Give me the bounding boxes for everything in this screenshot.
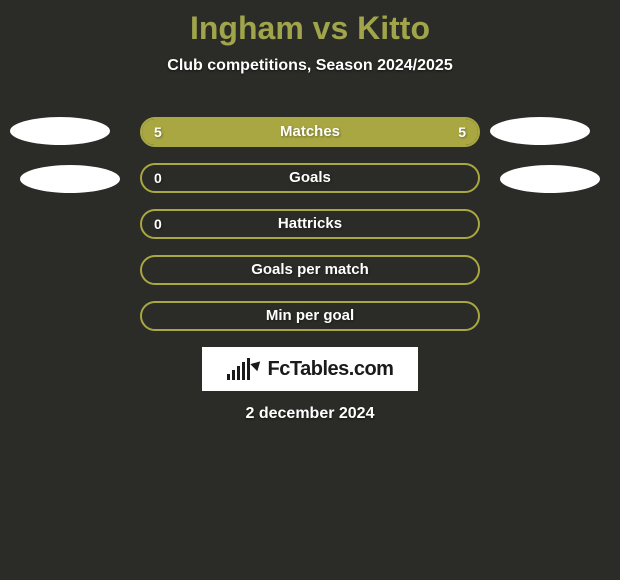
stats-container: 55Matches 0Goals 0Hattricks Goals per match… bbox=[0, 117, 620, 331]
brand-name: FcTables.com bbox=[268, 358, 394, 381]
stat-row: Goals per match bbox=[0, 255, 620, 285]
stat-pill: 0Hattricks bbox=[140, 209, 480, 239]
stat-ellipse-left bbox=[10, 117, 110, 145]
stat-label: Goals bbox=[142, 165, 478, 191]
stat-ellipse-right bbox=[490, 117, 590, 145]
stat-ellipse-left bbox=[20, 165, 120, 193]
stat-pill: Goals per match bbox=[140, 255, 480, 285]
title-player2: Kitto bbox=[357, 10, 430, 46]
subtitle: Club competitions, Season 2024/2025 bbox=[0, 57, 620, 75]
page-title: Ingham vs Kitto bbox=[0, 0, 620, 47]
brand-arrow-icon bbox=[250, 357, 263, 370]
stat-pill: Min per goal bbox=[140, 301, 480, 331]
date-label: 2 december 2024 bbox=[0, 405, 620, 423]
title-vs: vs bbox=[313, 10, 349, 46]
stat-row: 0Hattricks bbox=[0, 209, 620, 239]
stat-row: 55Matches bbox=[0, 117, 620, 147]
stat-label: Goals per match bbox=[142, 257, 478, 283]
brand-chart-icon bbox=[227, 358, 250, 380]
stat-pill: 55Matches bbox=[140, 117, 480, 147]
stat-label: Min per goal bbox=[142, 303, 478, 329]
brand-logo: FcTables.com bbox=[202, 347, 418, 391]
title-player1: Ingham bbox=[190, 10, 304, 46]
stat-ellipse-right bbox=[500, 165, 600, 193]
stat-row: 0Goals bbox=[0, 163, 620, 193]
stat-row: Min per goal bbox=[0, 301, 620, 331]
stat-label: Matches bbox=[142, 119, 478, 145]
stat-pill: 0Goals bbox=[140, 163, 480, 193]
stat-label: Hattricks bbox=[142, 211, 478, 237]
